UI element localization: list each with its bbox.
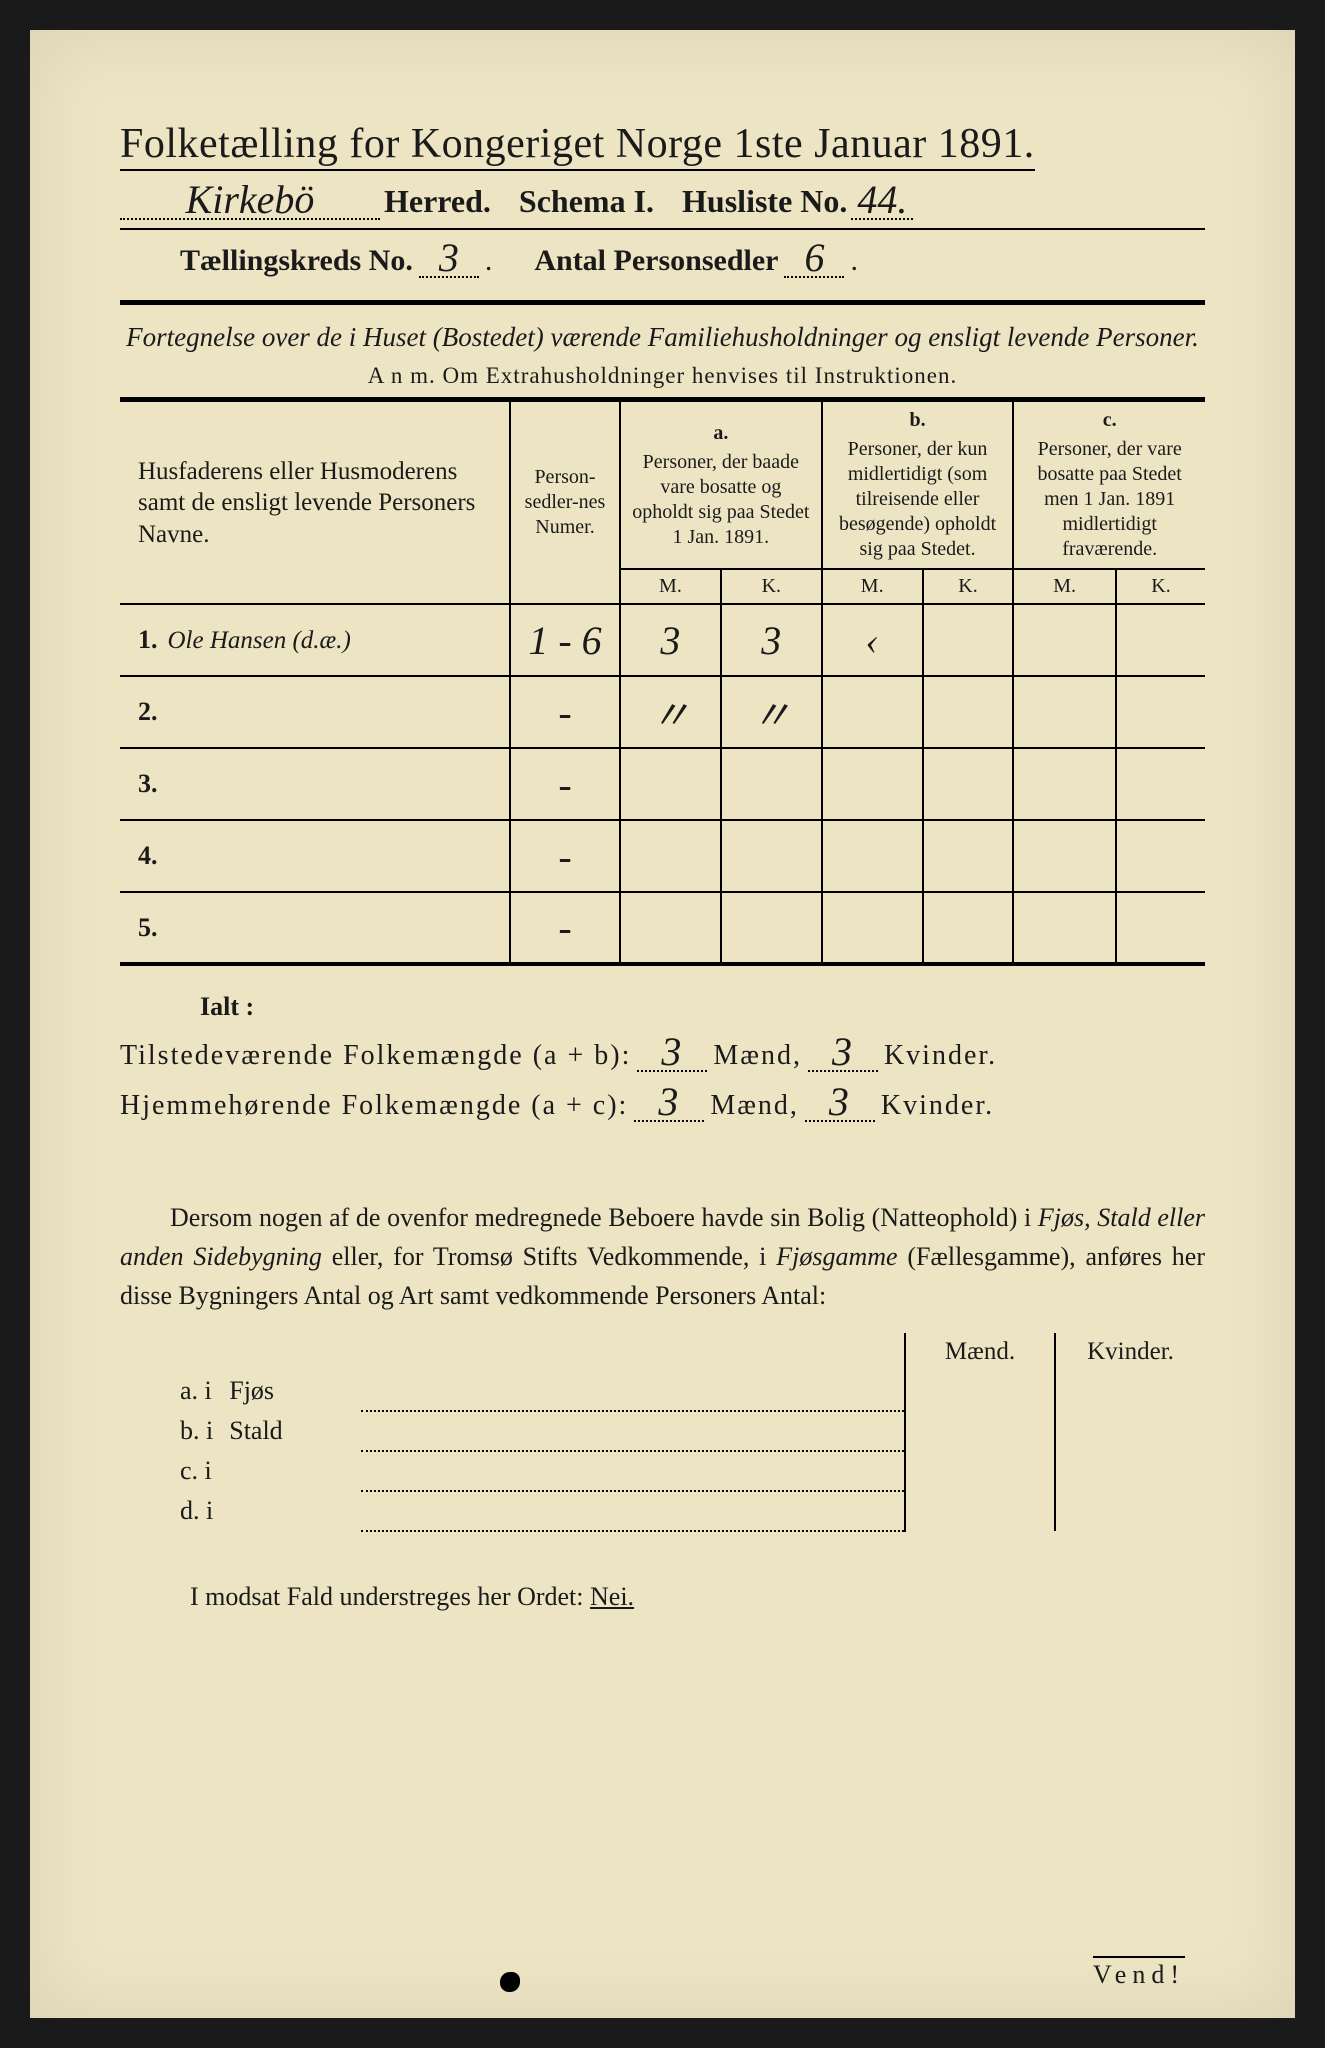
col-a-m: M. [620,569,721,604]
col-name-header: Husfaderens eller Husmoderens samt de en… [120,400,510,605]
household-table: Husfaderens eller Husmoderens samt de en… [120,397,1205,966]
col-c-header: c. Personer, der vare bosatte paa Stedet… [1013,400,1205,570]
census-form-page: Folketælling for Kongeriget Norge 1ste J… [30,30,1295,2018]
col-b-header: b. Personer, der kun midlertidigt (som t… [822,400,1014,570]
kreds-label: Tællingskreds No. [180,244,413,278]
personsedler-label: Antal Personsedler [534,244,778,278]
outbuilding-row: c. i [120,1451,1205,1491]
hjemme-m: 3 [634,1084,704,1122]
tilstede-k: 3 [808,1034,878,1072]
tilstede-label: Tilstedeværende Folkemængde (a + b): [120,1040,631,1072]
subheading: Fortegnelse over de i Huset (Bostedet) v… [120,319,1205,355]
table-row: 4.- [120,820,1205,892]
col-c-k: K. [1116,569,1205,604]
hjemme-k: 3 [805,1084,875,1122]
kvinder-label: Kvinder. [884,1040,997,1072]
out-kvinder-head: Kvinder. [1055,1333,1205,1371]
kreds-no: 3 [419,240,479,278]
kvinder-label: Kvinder. [881,1090,994,1122]
ialt-label: Ialt : [200,992,1205,1022]
schema-label: Schema I. [519,183,654,220]
title-text: Folketælling for Kongeriget Norge 1ste J… [120,121,1035,171]
anm-note: A n m. Om Extrahusholdninger henvises ti… [120,363,1205,389]
table-row: 3.- [120,748,1205,820]
outbuilding-row: a. iFjøs [120,1371,1205,1411]
col-c-m: M. [1013,569,1116,604]
ink-blot [500,1972,520,1992]
nei-word: Nei. [590,1582,634,1611]
outbuilding-row: d. i [120,1491,1205,1531]
personsedler-no: 6 [784,240,844,278]
herred-label: Herred. [384,183,491,220]
hjemme-label: Hjemmehørende Folkemængde (a + c): [120,1090,628,1122]
outbuilding-row: b. iStald [120,1411,1205,1451]
outbuildings-table: Mænd. Kvinder. a. iFjøsb. iStaldc. id. i [120,1333,1205,1532]
husliste-label: Husliste No. [682,183,847,220]
table-body: 1.Ole Hansen (d.æ.)1 - 633‹2.-〃〃3.-4.-5.… [120,604,1205,964]
col-b-m: M. [822,569,923,604]
tilstede-m: 3 [637,1034,707,1072]
maend-label: Mænd, [713,1040,802,1072]
header-line-2: Kirkebö Herred. Schema I. Husliste No. 4… [120,182,1205,230]
hjemme-line: Hjemmehørende Folkemængde (a + c): 3 Mæn… [120,1084,1205,1122]
out-maend-head: Mænd. [905,1333,1055,1371]
table-row: 5.- [120,892,1205,964]
table-row: 2.-〃〃 [120,676,1205,748]
footer-line: I modsat Fald understreges her Ordet: Ne… [120,1582,1205,1612]
husliste-no: 44. [851,182,913,220]
divider [120,300,1205,305]
col-a-header: a. Personer, der baade vare bosatte og o… [620,400,822,570]
herred-field: Kirkebö [120,182,380,220]
col-a-k: K. [721,569,822,604]
tilstede-line: Tilstedeværende Folkemængde (a + b): 3 M… [120,1034,1205,1072]
col-numer-header: Person-sedler-nes Numer. [510,400,620,605]
table-row: 1.Ole Hansen (d.æ.)1 - 633‹ [120,604,1205,676]
page-title: Folketælling for Kongeriget Norge 1ste J… [120,120,1205,168]
col-b-k: K. [923,569,1014,604]
header-line-3: Tællingskreds No. 3 . Antal Personsedler… [120,240,1205,286]
vend-label: Vend! [1093,1956,1185,1990]
maend-label: Mænd, [710,1090,799,1122]
outbuildings-paragraph: Dersom nogen af de ovenfor medregnede Be… [120,1198,1205,1315]
